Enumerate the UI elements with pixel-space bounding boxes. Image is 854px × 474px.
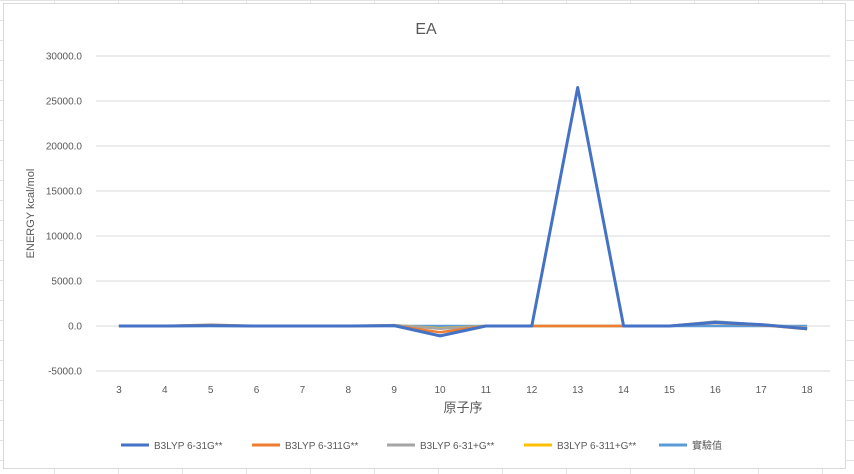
x-tick-label: 15 [664, 385, 676, 396]
x-tick-label: 9 [391, 385, 397, 396]
x-axis-title: 原子序 [443, 400, 482, 415]
y-tick-label: 25000.0 [46, 97, 83, 108]
y-tick-label: 20000.0 [46, 142, 83, 153]
x-tick-label: 11 [481, 385, 492, 396]
legend-label: B3LYP 6-31G** [154, 441, 223, 452]
legend-item[interactable]: 實驗值 [659, 439, 722, 452]
y-tick-label: 0.0 [68, 322, 82, 333]
series-line[interactable] [118, 86, 808, 338]
legend-item[interactable]: B3LYP 6-311+G** [524, 441, 636, 452]
y-axis-tick-labels: -5000.0 0.0 5000.0 10000.0 15000.0 20000.0 250… [46, 52, 83, 378]
x-tick-label: 3 [116, 385, 122, 396]
legend-label: 實驗值 [692, 439, 722, 452]
chart-title: EA [415, 21, 437, 38]
y-axis-title: ENERGY kcal/mol [25, 169, 37, 259]
x-tick-label: 12 [526, 385, 538, 396]
legend[interactable]: B3LYP 6-31G** B3LYP 6-311G** B3LYP 6-31+G*… [121, 439, 722, 452]
x-tick-label: 18 [802, 385, 814, 396]
line-chart[interactable]: EA -5000.0 0.0 5000.0 10000.0 15000.0 20000.0… [4, 4, 847, 470]
legend-item[interactable]: B3LYP 6-31+G** [387, 441, 495, 452]
y-tick-label: 30000.0 [46, 52, 83, 63]
x-tick-label: 6 [254, 385, 260, 396]
x-axis-tick-labels: 3 4 5 6 7 8 9 10 11 12 13 14 15 16 17 18 [116, 385, 813, 396]
legend-label: B3LYP 6-311G** [285, 441, 358, 452]
x-tick-label: 13 [572, 385, 584, 396]
y-tick-label: 15000.0 [46, 187, 83, 198]
x-tick-label: 5 [208, 385, 214, 396]
y-tick-label: 10000.0 [46, 232, 83, 243]
legend-item[interactable]: B3LYP 6-31G** [121, 441, 223, 452]
x-tick-label: 10 [435, 385, 447, 396]
chart-area[interactable]: EA -5000.0 0.0 5000.0 10000.0 15000.0 20000.0… [3, 3, 846, 469]
legend-label: B3LYP 6-31+G** [420, 441, 495, 452]
y-tick-label: 5000.0 [51, 277, 82, 288]
legend-item[interactable]: B3LYP 6-311G** [252, 441, 358, 452]
legend-label: B3LYP 6-311+G** [557, 441, 636, 452]
x-tick-label: 8 [346, 385, 352, 396]
y-tick-label: -5000.0 [48, 367, 82, 378]
x-tick-label: 4 [162, 385, 168, 396]
x-tick-label: 17 [756, 385, 768, 396]
x-tick-label: 16 [710, 385, 722, 396]
x-tick-label: 14 [618, 385, 630, 396]
x-tick-label: 7 [300, 385, 306, 396]
plot-area-series[interactable] [118, 86, 808, 338]
